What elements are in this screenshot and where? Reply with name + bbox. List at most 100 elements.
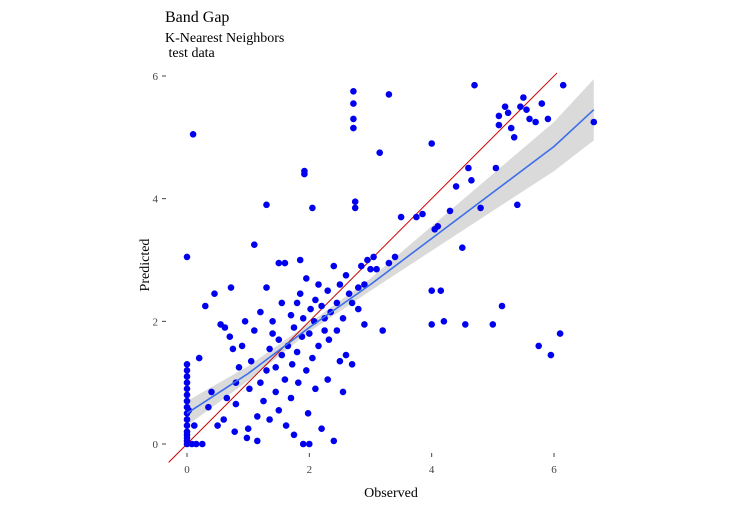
data-point (192, 440, 200, 448)
data-point (304, 410, 312, 417)
data-point (471, 81, 478, 89)
data-point (290, 324, 298, 331)
y-tick-label: 6 (153, 71, 159, 83)
data-point (263, 201, 270, 209)
data-point (462, 321, 469, 328)
data-point (229, 345, 237, 353)
y-tick-label: 2 (153, 316, 159, 328)
data-point (278, 299, 286, 307)
data-point (232, 400, 240, 408)
data-point (535, 342, 542, 350)
data-point (501, 103, 509, 110)
data-point (355, 305, 362, 313)
data-point (251, 327, 258, 334)
x-axis: 0 2 4 6 (184, 453, 557, 476)
data-point (272, 388, 280, 396)
data-point (290, 431, 298, 439)
data-point (183, 373, 191, 380)
data-point (489, 321, 497, 328)
data-point (514, 201, 521, 209)
data-point (315, 281, 322, 288)
data-point (257, 379, 264, 387)
y-tick-label: 0 (153, 439, 159, 451)
data-point (307, 305, 314, 313)
data-point (266, 416, 273, 423)
data-point (397, 213, 405, 221)
x-tick-label: 2 (307, 464, 313, 476)
data-point (183, 397, 191, 405)
data-point (477, 204, 484, 212)
data-point (269, 330, 276, 337)
y-tick-label: 4 (153, 194, 159, 206)
data-point (183, 422, 191, 429)
data-point (183, 416, 191, 423)
data-point (211, 290, 218, 298)
data-point (342, 272, 350, 279)
data-point (281, 259, 289, 267)
data-point (324, 376, 332, 383)
chart-subtitle-line-2: test data (165, 46, 216, 61)
data-point (348, 299, 356, 307)
data-point (495, 112, 503, 120)
data-point (336, 281, 344, 288)
data-point (428, 287, 436, 295)
data-point (303, 275, 310, 282)
data-point (428, 321, 436, 328)
data-point (333, 299, 341, 307)
data-point (287, 311, 295, 319)
data-point (275, 336, 283, 344)
data-point (440, 318, 448, 325)
data-point (195, 354, 203, 362)
data-point (504, 109, 512, 117)
data-point (223, 394, 231, 402)
data-point (299, 440, 307, 448)
data-point (260, 397, 267, 405)
data-point (296, 290, 304, 298)
data-point (263, 284, 270, 291)
data-point (183, 391, 191, 399)
data-point (235, 364, 243, 371)
data-point (373, 265, 380, 273)
data-point (309, 354, 316, 362)
data-point (452, 183, 460, 190)
data-point (306, 440, 313, 448)
data-point (437, 287, 445, 295)
data-point (243, 434, 251, 442)
data-point (275, 259, 283, 267)
data-point (296, 256, 304, 264)
data-point (238, 342, 246, 350)
data-point (299, 315, 307, 322)
data-point (361, 321, 368, 328)
data-point (214, 422, 221, 429)
data-point (269, 318, 276, 325)
data-point (278, 351, 286, 359)
data-point (434, 223, 442, 230)
data-point (350, 88, 357, 95)
data-point (221, 324, 229, 331)
data-point (295, 379, 302, 387)
data-point (205, 403, 212, 411)
y-axis-title: Predicted (138, 239, 153, 292)
data-point (330, 437, 338, 445)
data-point (350, 100, 357, 107)
data-point (468, 177, 475, 184)
data-point (547, 351, 555, 359)
x-tick-label: 4 (429, 464, 435, 476)
data-point (183, 385, 191, 393)
data-point (303, 367, 310, 374)
data-point (544, 115, 552, 123)
data-point (321, 315, 328, 322)
data-point (282, 422, 290, 429)
y-axis: 0 2 4 6 (153, 71, 166, 451)
data-point (220, 416, 227, 423)
data-point (183, 379, 191, 387)
data-point (391, 253, 399, 261)
data-point (287, 394, 295, 402)
data-point (532, 118, 539, 126)
data-point (301, 170, 308, 178)
data-point (379, 327, 387, 334)
data-point (231, 428, 238, 436)
data-point (350, 115, 357, 123)
data-point (312, 296, 319, 304)
x-tick-label: 0 (184, 464, 190, 476)
